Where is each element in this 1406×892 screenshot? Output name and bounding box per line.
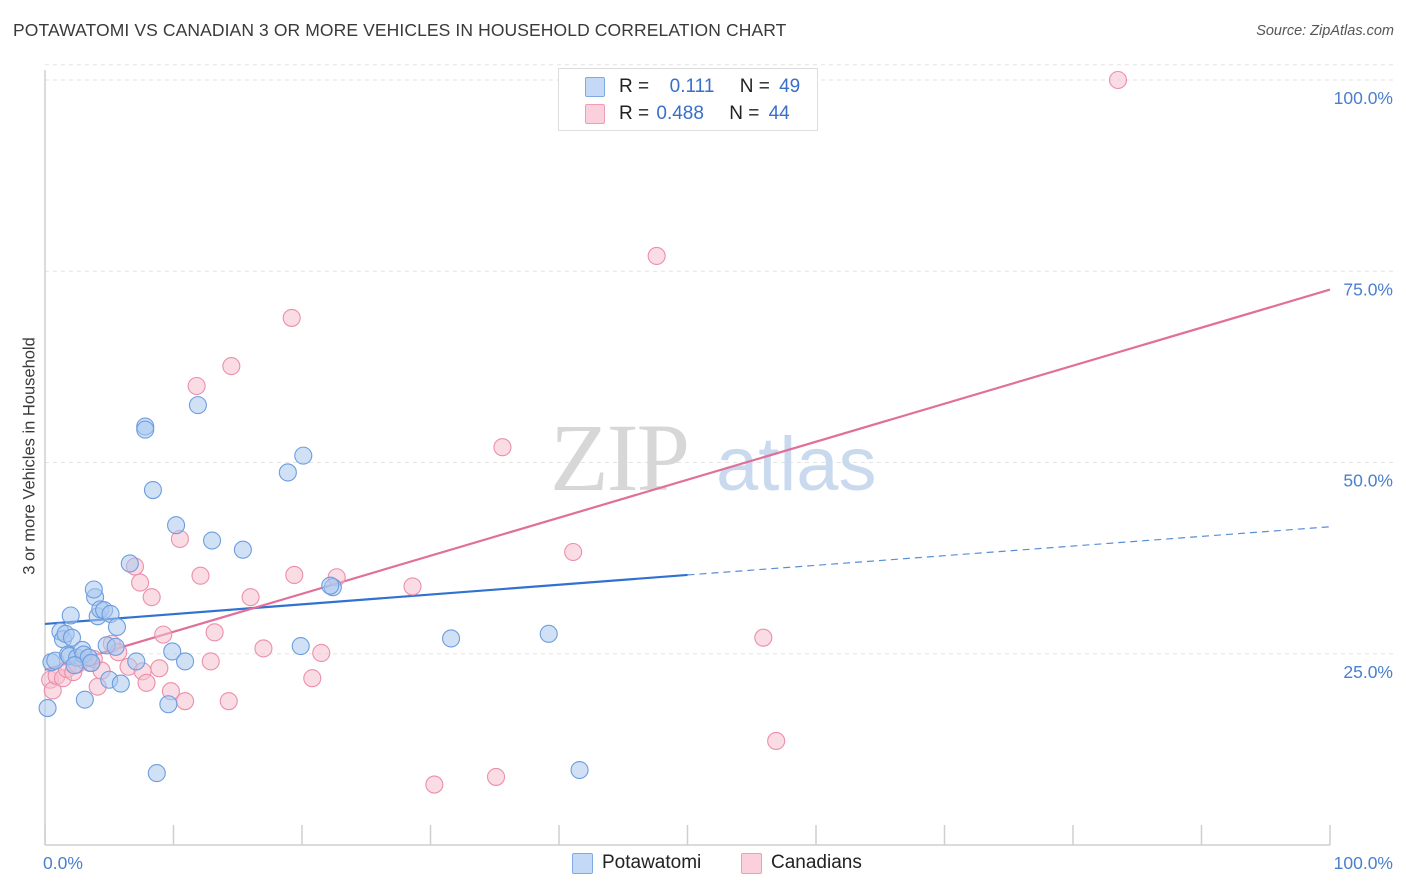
canadians-point (191, 566, 210, 585)
potawatomi-trend (44, 526, 1331, 626)
canadians-point (767, 731, 786, 751)
legend-swatch-pink (585, 104, 605, 124)
potawatomi-point (107, 617, 127, 637)
canadians-point (150, 659, 169, 678)
canadians-point (647, 246, 666, 265)
canadians-point (403, 577, 422, 596)
y-tick-label: 25.0% (1343, 662, 1393, 682)
potawatomi-points (38, 396, 589, 783)
potawatomi-point (143, 480, 162, 500)
canadians-point (137, 673, 156, 692)
canadians-point (493, 438, 512, 457)
canadians-point (1108, 70, 1128, 90)
y-tick-label: 100.0% (1334, 88, 1393, 108)
potawatomi-point (111, 674, 130, 693)
legend-item-canadians[interactable]: Canadians (741, 852, 862, 874)
potawatomi-point (84, 580, 103, 599)
potawatomi-point (539, 624, 558, 643)
potawatomi-point (106, 637, 125, 656)
canadians-point (187, 376, 206, 396)
canadians-point (142, 588, 161, 607)
x-tick-labels: 0.0% 100.0% (43, 853, 1393, 873)
canadians-point (241, 588, 260, 607)
legend-item-potawatomi[interactable]: Potawatomi (572, 852, 701, 874)
source-label: Source: ZipAtlas.com (1256, 23, 1394, 39)
potawatomi-point (61, 606, 80, 625)
canadians-point (205, 623, 224, 642)
potawatomi-point (203, 531, 222, 550)
canadians-point (154, 625, 173, 644)
legend-text: R = 0.488 N = 44 (619, 103, 790, 124)
legend-row-canadians: R = 0.488 N = 44 (585, 102, 805, 126)
canadians-point (254, 639, 273, 658)
potawatomi-point (176, 652, 195, 671)
potawatomi-point (136, 420, 155, 439)
potawatomi-point (62, 628, 82, 647)
trend-line-dashed (687, 526, 1331, 576)
canadians-point (176, 692, 195, 711)
canadians-point (486, 767, 506, 786)
legend-text: R = 0.111 N = 49 (619, 76, 801, 97)
canadians-point (282, 308, 301, 327)
trend-line-solid (44, 288, 1331, 671)
y-tick-label: 75.0% (1343, 279, 1393, 299)
grid-lines (45, 64, 1393, 655)
legend-label: Potawatomi (602, 852, 702, 873)
chart-title: POTAWATOMI VS CANADIAN 3 OR MORE VEHICLE… (13, 20, 787, 40)
trend-line-solid (44, 573, 688, 626)
potawatomi-point (570, 760, 589, 780)
x-tick-label: 100.0% (1334, 853, 1393, 873)
series-legend: Potawatomi Canadians (0, 852, 1406, 876)
legend-r-value: 0.111 (669, 76, 715, 97)
potawatomi-point (159, 695, 178, 714)
legend-swatch-pink (741, 852, 762, 874)
x-tick-label: 0.0% (43, 853, 83, 873)
potawatomi-point (167, 516, 186, 535)
canadians-point (201, 652, 220, 671)
canadians-point (285, 565, 304, 585)
potawatomi-point (321, 576, 340, 595)
canadians-point (222, 357, 241, 376)
canadians-point (425, 775, 444, 794)
watermark-zip: ZIP (550, 404, 688, 511)
legend-r-value: 0.488 (656, 103, 704, 124)
legend-swatch-blue (572, 852, 593, 874)
canadians-point (219, 692, 238, 711)
potawatomi-point (291, 637, 310, 656)
potawatomi-point (127, 652, 146, 671)
watermark: ZIP atlas (550, 404, 877, 511)
canadians-point (312, 643, 331, 663)
correlation-legend: R = 0.111 N = 49 R = 0.488 N = 44 (558, 68, 818, 131)
potawatomi-point (75, 690, 94, 709)
potawatomi-point (120, 554, 139, 573)
y-tick-label: 50.0% (1343, 471, 1393, 491)
legend-n-value: 49 (779, 76, 801, 97)
potawatomi-point (82, 653, 101, 672)
legend-row-potawatomi: R = 0.111 N = 49 (585, 75, 805, 99)
y-tick-labels: 25.0% 50.0% 75.0% 100.0% (1334, 88, 1393, 682)
canadians-point (564, 542, 583, 562)
potawatomi-point (163, 642, 182, 661)
potawatomi-point (38, 699, 57, 718)
potawatomi-point (147, 764, 166, 783)
legend-label: Canadians (771, 852, 862, 873)
canadians-point (754, 628, 773, 647)
potawatomi-point (442, 629, 461, 648)
potawatomi-point (278, 463, 297, 482)
legend-n-value: 44 (768, 103, 790, 124)
canadians-point (131, 573, 150, 592)
potawatomi-point (65, 656, 84, 675)
legend-swatch-blue (585, 77, 605, 97)
potawatomi-point (233, 540, 252, 559)
potawatomi-point (294, 446, 313, 465)
canadians-point (303, 669, 322, 688)
potawatomi-point (188, 396, 207, 415)
canadians-trend (44, 288, 1331, 671)
